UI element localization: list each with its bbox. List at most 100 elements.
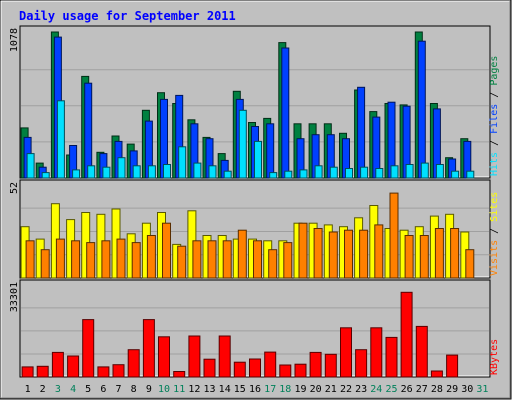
- bar-sites-day-6: [101, 240, 111, 279]
- side-legend: KBytes: [489, 339, 500, 375]
- bar-sites-day-7: [116, 238, 126, 279]
- x-tick-label-day-5: 5: [85, 384, 91, 395]
- x-tick-label-day-25: 25: [385, 384, 397, 395]
- bar-kbytes-day-20: [309, 351, 322, 378]
- bar-kbytes-day-5: [82, 319, 95, 378]
- bar-sites-day-28: [434, 228, 444, 279]
- x-tick-label-day-7: 7: [115, 384, 121, 395]
- x-tick-label-day-4: 4: [70, 384, 76, 395]
- panel-kbytes: 33301 KBytes: [9, 279, 500, 378]
- bar-sites-day-23: [359, 229, 369, 279]
- bar-pages-day-10: [163, 164, 171, 179]
- bar-sites-day-4: [71, 240, 81, 279]
- bar-sites-day-22: [344, 229, 353, 279]
- bar-kbytes-day-21: [324, 353, 337, 378]
- bar-sites-day-8: [131, 242, 141, 279]
- side-legend-files: Files: [489, 104, 500, 134]
- bar-pages-day-2: [41, 172, 50, 179]
- side-legend: Hits / Files / Pages: [489, 56, 500, 176]
- bar-sites-day-16: [253, 240, 262, 279]
- bar-kbytes-day-17: [264, 351, 277, 378]
- bar-kbytes-day-14: [218, 335, 231, 378]
- x-tick-label-day-27: 27: [416, 384, 428, 395]
- bar-pages-day-11: [178, 146, 187, 179]
- bar-files-day-17: [266, 123, 275, 179]
- bar-kbytes-day-15: [233, 361, 246, 378]
- bar-pages-day-5: [87, 165, 96, 179]
- side-legend-separator: /: [489, 222, 500, 240]
- x-tick-label-day-24: 24: [370, 384, 382, 395]
- bar-pages-day-12: [193, 162, 202, 179]
- bar-pages-day-15: [238, 109, 247, 179]
- side-legend-visits: Visits: [489, 240, 500, 276]
- bar-sites-day-20: [313, 228, 323, 279]
- bar-kbytes-day-27: [415, 325, 428, 378]
- bar-kbytes-day-4: [67, 355, 80, 378]
- x-tick-label-day-17: 17: [264, 384, 276, 395]
- bar-sites-day-9: [146, 235, 156, 279]
- bar-kbytes-day-29: [446, 354, 459, 378]
- bar-pages-day-20: [314, 165, 323, 179]
- bar-pages-day-17: [269, 172, 278, 179]
- bar-kbytes-day-22: [340, 327, 352, 378]
- bar-kbytes-day-25: [385, 336, 398, 378]
- panel-hits-files-pages: 1078 Hits / Files / Pages: [9, 25, 500, 179]
- bar-pages-day-19: [299, 169, 308, 179]
- x-tick-label-day-6: 6: [100, 384, 106, 395]
- bar-kbytes-day-1: [21, 366, 34, 378]
- bar-pages-day-26: [405, 164, 414, 179]
- bar-sites-day-3: [55, 238, 65, 279]
- bar-pages-day-16: [254, 140, 262, 179]
- side-legend-separator: /: [489, 86, 500, 104]
- bar-pages-day-13: [208, 165, 217, 179]
- side-legend-pages: Pages: [489, 56, 500, 86]
- bar-pages-day-1: [26, 153, 35, 179]
- bar-sites-day-30: [465, 249, 475, 279]
- bar-sites-day-13: [207, 240, 217, 279]
- bar-sites-day-11: [177, 245, 187, 279]
- bar-kbytes-day-7: [112, 364, 125, 378]
- bar-sites-day-26: [404, 235, 414, 279]
- x-tick-label-day-28: 28: [431, 384, 443, 395]
- bar-kbytes-day-18: [279, 364, 292, 378]
- y-max-label: 1078: [9, 28, 20, 52]
- y-max-label: 33301: [9, 282, 20, 312]
- x-tick-label-day-2: 2: [40, 384, 46, 395]
- side-legend: Visits / Sites: [489, 192, 500, 276]
- bar-pages-day-21: [329, 166, 338, 179]
- bar-kbytes-day-16: [249, 358, 261, 378]
- x-tick-label-day-1: 1: [25, 384, 31, 395]
- bar-pages-day-29: [451, 170, 460, 179]
- bar-sites-day-2: [40, 249, 50, 279]
- x-tick-label-day-10: 10: [158, 384, 170, 395]
- bar-kbytes-day-28: [430, 370, 443, 378]
- x-tick-label-day-20: 20: [310, 384, 322, 395]
- bar-kbytes-day-8: [127, 349, 140, 378]
- bar-kbytes-day-2: [36, 365, 49, 378]
- bar-pages-day-27: [420, 162, 429, 179]
- bar-kbytes-day-19: [294, 363, 307, 378]
- bar-sites-day-14: [222, 240, 232, 279]
- bar-kbytes-day-26: [400, 291, 413, 378]
- bar-pages-day-7: [117, 157, 126, 179]
- x-tick-label-day-23: 23: [355, 384, 367, 395]
- x-tick-label-day-21: 21: [325, 384, 337, 395]
- bar-pages-day-9: [147, 165, 156, 179]
- bar-sites-day-29: [450, 228, 460, 279]
- panel-visits-sites: 52 Visits / Sites: [9, 179, 500, 279]
- bar-sites-day-19: [298, 222, 308, 279]
- bar-sites-day-21: [328, 231, 338, 279]
- bar-pages-day-22: [345, 168, 353, 179]
- bar-kbytes-day-24: [370, 327, 383, 378]
- bar-kbytes-day-9: [142, 319, 155, 378]
- bar-sites-day-1: [25, 240, 35, 279]
- bar-files-day-23: [357, 86, 366, 179]
- x-tick-label-day-12: 12: [188, 384, 200, 395]
- x-tick-label-day-30: 30: [461, 384, 473, 395]
- bar-sites-day-12: [192, 240, 202, 279]
- side-legend-kbytes: KBytes: [489, 339, 500, 375]
- bar-kbytes-day-13: [203, 358, 216, 378]
- bar-sites-day-25: [389, 192, 399, 279]
- bar-pages-day-6: [102, 166, 111, 179]
- bar-sites-day-24: [374, 224, 384, 279]
